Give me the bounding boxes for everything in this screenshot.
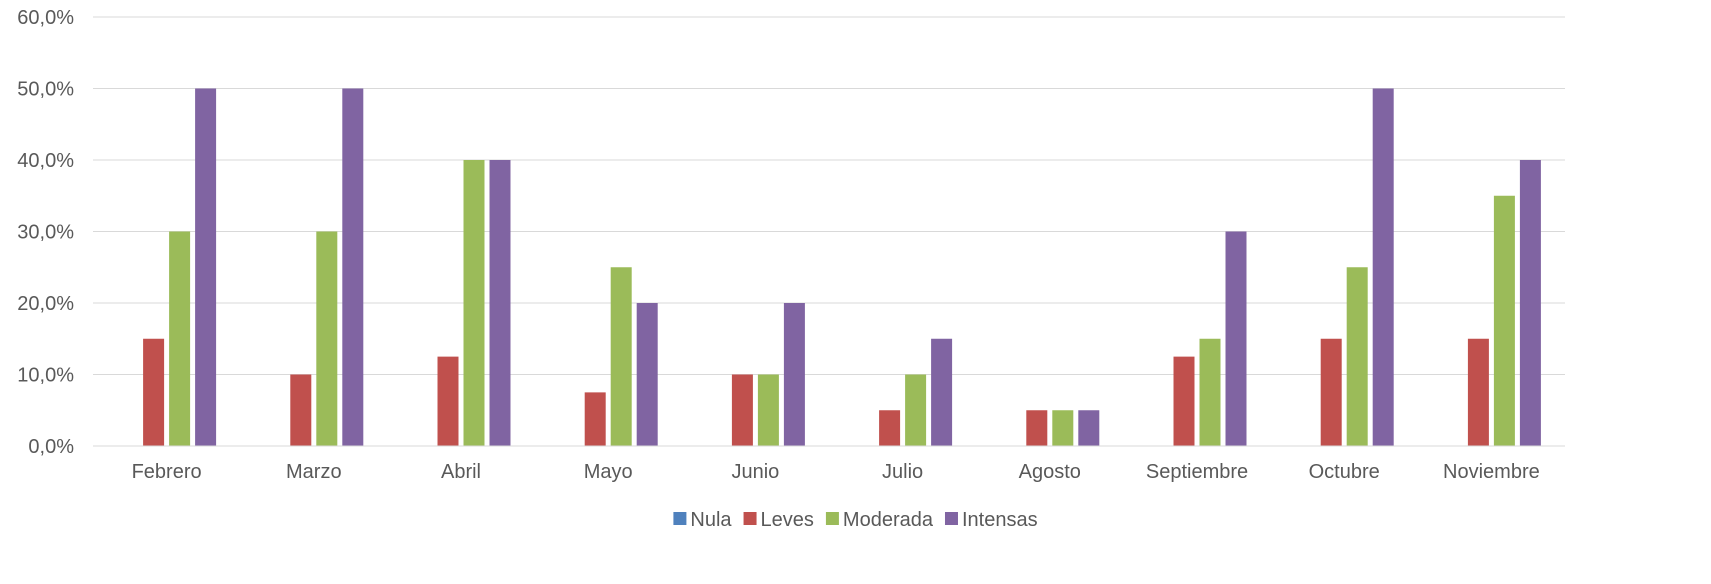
y-tick-label: 40,0% bbox=[17, 150, 74, 172]
bar-intensas-agosto bbox=[1078, 410, 1100, 446]
legend: Nula Leves Moderada Intensas bbox=[673, 509, 1038, 531]
bar-moderada-julio bbox=[905, 374, 927, 446]
y-tick-label: 0,0% bbox=[28, 436, 74, 458]
legend-swatch-intensas bbox=[944, 512, 958, 525]
y-tick-label: 20,0% bbox=[17, 293, 74, 315]
x-axis-category-labels: Febrero Marzo Abril Mayo Junio Julio Agosto Sep… bbox=[132, 461, 1540, 483]
gridlines bbox=[93, 16, 1565, 375]
x-category-label: Junio bbox=[731, 461, 779, 483]
y-tick-label: 10,0% bbox=[17, 365, 74, 387]
y-tick-label: 60,0% bbox=[17, 7, 74, 29]
bar-intensas-junio bbox=[783, 303, 805, 446]
bar-intensas-marzo bbox=[342, 88, 364, 446]
x-category-label: Noviembre bbox=[1443, 461, 1540, 483]
bar-moderada-agosto bbox=[1052, 410, 1074, 446]
x-category-label: Marzo bbox=[286, 461, 342, 483]
bar-moderada-marzo bbox=[316, 231, 338, 446]
legend-label-moderada: Moderada bbox=[843, 509, 934, 531]
bar-leves-noviembre bbox=[1467, 338, 1489, 446]
x-category-label: Julio bbox=[882, 461, 923, 483]
legend-label-nula: Nula bbox=[690, 509, 732, 531]
bars bbox=[143, 88, 1541, 446]
bar-leves-octubre bbox=[1320, 338, 1342, 446]
bar-leves-julio bbox=[879, 410, 901, 446]
bar-leves-septiembre bbox=[1173, 356, 1195, 446]
bar-leves-mayo bbox=[584, 392, 606, 446]
y-axis-tick-labels: 0,0% 10,0% 20,0% 30,0% 40,0% 50,0% 60,0% bbox=[17, 7, 74, 458]
bar-leves-junio bbox=[731, 374, 753, 446]
bar-intensas-julio bbox=[931, 338, 953, 446]
x-category-label: Febrero bbox=[132, 461, 202, 483]
x-category-label: Septiembre bbox=[1146, 461, 1248, 483]
x-category-label: Mayo bbox=[584, 461, 633, 483]
bar-leves-agosto bbox=[1026, 410, 1048, 446]
bar-moderada-junio bbox=[757, 374, 779, 446]
bar-moderada-febrero bbox=[169, 231, 191, 446]
bar-moderada-octubre bbox=[1346, 267, 1368, 446]
bar-leves-abril bbox=[437, 356, 459, 446]
legend-label-intensas: Intensas bbox=[962, 509, 1038, 531]
bar-moderada-mayo bbox=[610, 267, 632, 446]
bar-intensas-octubre bbox=[1372, 88, 1394, 446]
x-category-label: Octubre bbox=[1309, 461, 1380, 483]
bar-intensas-abril bbox=[489, 160, 511, 446]
x-category-label: Agosto bbox=[1019, 461, 1081, 483]
bar-moderada-noviembre bbox=[1493, 195, 1515, 446]
legend-swatch-nula bbox=[673, 512, 687, 525]
legend-swatch-leves bbox=[743, 512, 757, 525]
x-category-label: Abril bbox=[441, 461, 481, 483]
bar-intensas-febrero bbox=[195, 88, 217, 446]
bar-moderada-abril bbox=[463, 160, 485, 446]
legend-swatch-moderada bbox=[825, 512, 839, 525]
bar-moderada-septiembre bbox=[1199, 338, 1221, 446]
bar-intensas-mayo bbox=[636, 303, 658, 446]
bar-leves-marzo bbox=[290, 374, 312, 446]
bar-intensas-noviembre bbox=[1519, 160, 1541, 446]
y-tick-label: 30,0% bbox=[17, 222, 74, 244]
bar-intensas-septiembre bbox=[1225, 231, 1247, 446]
legend-label-leves: Leves bbox=[761, 509, 814, 531]
y-tick-label: 50,0% bbox=[17, 79, 74, 101]
bar-leves-febrero bbox=[143, 338, 165, 446]
